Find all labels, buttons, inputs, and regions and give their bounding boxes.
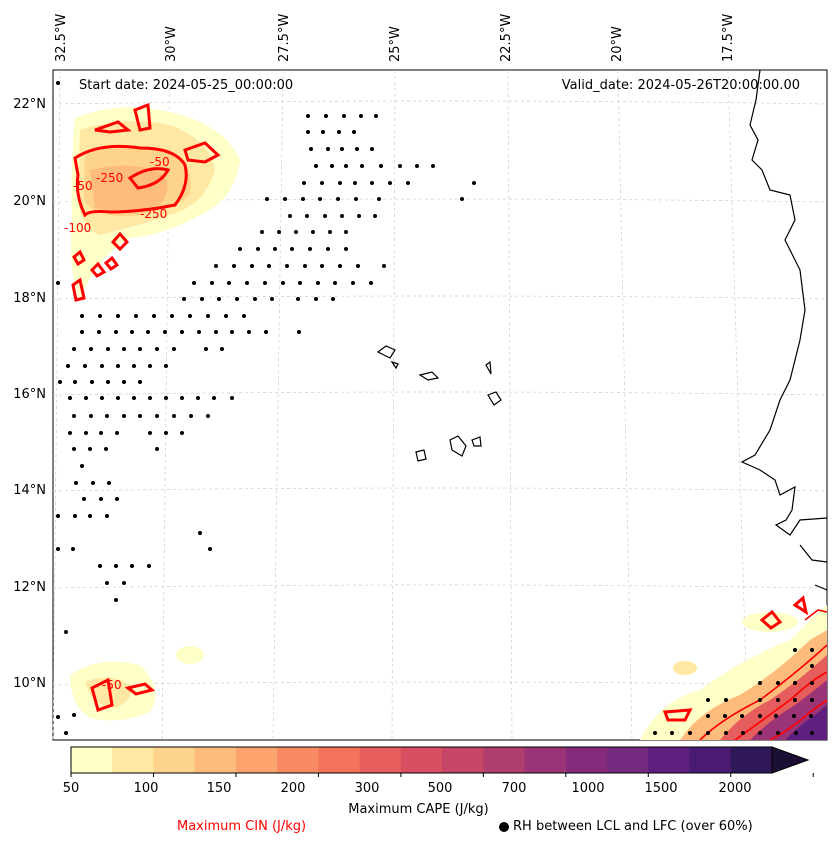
colorbar-cell — [607, 747, 649, 773]
start-date: Start date: 2024-05-25_00:00:00 — [79, 78, 294, 93]
contour-label: -50 — [150, 155, 170, 169]
lon-label: 25°W — [388, 26, 403, 62]
colorbar-cell — [235, 747, 278, 773]
colorbar-tick-label: 200 — [280, 781, 306, 796]
rh-legend-label: RH between LCL and LFC (over 60%) — [513, 819, 753, 834]
colorbar-tick-label: 500 — [427, 781, 453, 796]
lon-label: 20°W — [610, 26, 625, 62]
colorbar-label: Maximum CAPE (J/kg) — [348, 802, 489, 817]
colorbar-tick-label: 1000 — [571, 781, 605, 796]
lat-label: 10°N — [13, 676, 46, 691]
cape-verde-islands — [376, 345, 502, 462]
lat-label: 16°N — [13, 387, 46, 402]
colorbar-tick-label: 300 — [354, 781, 380, 796]
colorbar-cell — [359, 747, 402, 773]
colorbar-tick-label: 2000 — [718, 781, 752, 796]
colorbar-cell — [524, 747, 567, 773]
colorbar-cell — [153, 747, 196, 773]
cin-contour-labels: -250 -50 -100 -50 -250 -50 — [64, 155, 170, 692]
colorbar-cell — [318, 747, 361, 773]
contour-label: -250 — [140, 207, 167, 221]
lon-label: 22.5°W — [499, 13, 514, 62]
colorbar-cell — [483, 747, 526, 773]
cin-legend-label: Maximum CIN (J/kg) — [177, 819, 307, 834]
rh-stippling — [56, 81, 814, 735]
colorbar-cell — [730, 747, 773, 773]
colorbar-tick-label: 150 — [206, 781, 232, 796]
contour-label: -50 — [102, 678, 122, 692]
coastline — [740, 69, 828, 591]
colorbar — [70, 746, 814, 777]
lon-label: 27.5°W — [277, 13, 292, 62]
lon-label: 30°W — [164, 26, 179, 62]
lon-label: 17.5°W — [721, 13, 736, 62]
lat-label: 12°N — [13, 580, 46, 595]
colorbar-tick-label: 700 — [501, 781, 527, 796]
colorbar-cell — [648, 747, 691, 773]
colorbar-cell — [400, 747, 443, 773]
colorbar-cell — [565, 747, 608, 773]
contour-label: -250 — [96, 171, 123, 185]
cin-contours — [71, 102, 809, 722]
lat-label: 20°N — [13, 194, 46, 209]
colorbar-cell — [277, 747, 319, 773]
lon-label: 32.5°W — [54, 13, 69, 62]
colorbar-cell — [442, 747, 484, 773]
lat-label: 22°N — [13, 97, 46, 112]
colorbar-cell — [689, 747, 732, 773]
colorbar-tick-label: 1500 — [644, 781, 678, 796]
lat-label: 18°N — [13, 291, 46, 306]
contour-label: -50 — [73, 179, 93, 193]
graticule — [52, 69, 828, 741]
colorbar-cell — [194, 747, 237, 773]
contour-label: -100 — [64, 221, 91, 235]
colorbar-tick-label: 100 — [133, 781, 159, 796]
colorbar-tick-label: 50 — [62, 781, 80, 796]
valid-date: Valid_date: 2024-05-26T20:00:00.00 — [561, 78, 800, 93]
colorbar-cell — [71, 747, 113, 773]
colorbar-cell — [112, 747, 154, 773]
lat-label: 14°N — [13, 483, 46, 498]
rh-legend-dot — [499, 822, 509, 832]
cape-field-northwest — [71, 107, 240, 300]
